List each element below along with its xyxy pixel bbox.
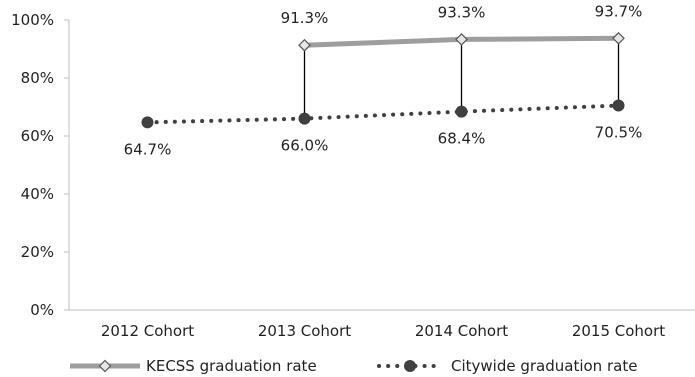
y-tick-label: 80%	[21, 69, 54, 87]
x-tick-label: 2015 Cohort	[572, 322, 665, 340]
y-tick-label: 40%	[21, 185, 54, 203]
data-label: 93.3%	[438, 3, 486, 21]
drop-lines	[303, 38, 620, 119]
data-label: 70.5%	[595, 124, 643, 142]
x-tick-label: 2012 Cohort	[101, 322, 194, 340]
legend-citywide-marker	[404, 360, 416, 372]
citywide-point	[455, 105, 468, 118]
x-tick-label: 2014 Cohort	[415, 322, 508, 340]
y-tick-label: 100%	[11, 11, 54, 29]
x-tick-label: 2013 Cohort	[258, 322, 351, 340]
y-tick-label: 0%	[30, 301, 54, 319]
data-labels: 91.3% 93.3% 93.7% 64.7% 66.0% 68.4% 70.5%	[124, 2, 643, 158]
series-layer	[141, 31, 625, 129]
series-citywide	[141, 99, 625, 129]
y-tick-label: 60%	[21, 127, 54, 145]
legend-kecss-marker	[98, 359, 112, 373]
data-label: 91.3%	[281, 9, 329, 27]
axes: 0% 20% 40% 60% 80% 100% 2012 Cohort 2013 Cohort…	[11, 11, 695, 340]
data-label: 64.7%	[124, 140, 172, 158]
series-kecss	[298, 31, 625, 52]
kecss-point	[455, 33, 468, 46]
legend-citywide-label: Citywide graduation rate	[451, 357, 637, 375]
kecss-point	[612, 31, 625, 45]
data-label: 66.0%	[281, 137, 329, 155]
kecss-point	[298, 38, 311, 52]
citywide-point	[141, 116, 154, 129]
citywide-point	[612, 99, 625, 112]
legend: KECSS graduation rate Citywide graduation…	[70, 357, 637, 375]
data-label: 93.7%	[595, 2, 643, 20]
data-label: 68.4%	[438, 130, 486, 148]
legend-kecss-label: KECSS graduation rate	[146, 357, 317, 375]
y-tick-label: 20%	[21, 243, 54, 261]
citywide-point	[298, 112, 311, 125]
series-line-citywide	[145, 103, 621, 125]
